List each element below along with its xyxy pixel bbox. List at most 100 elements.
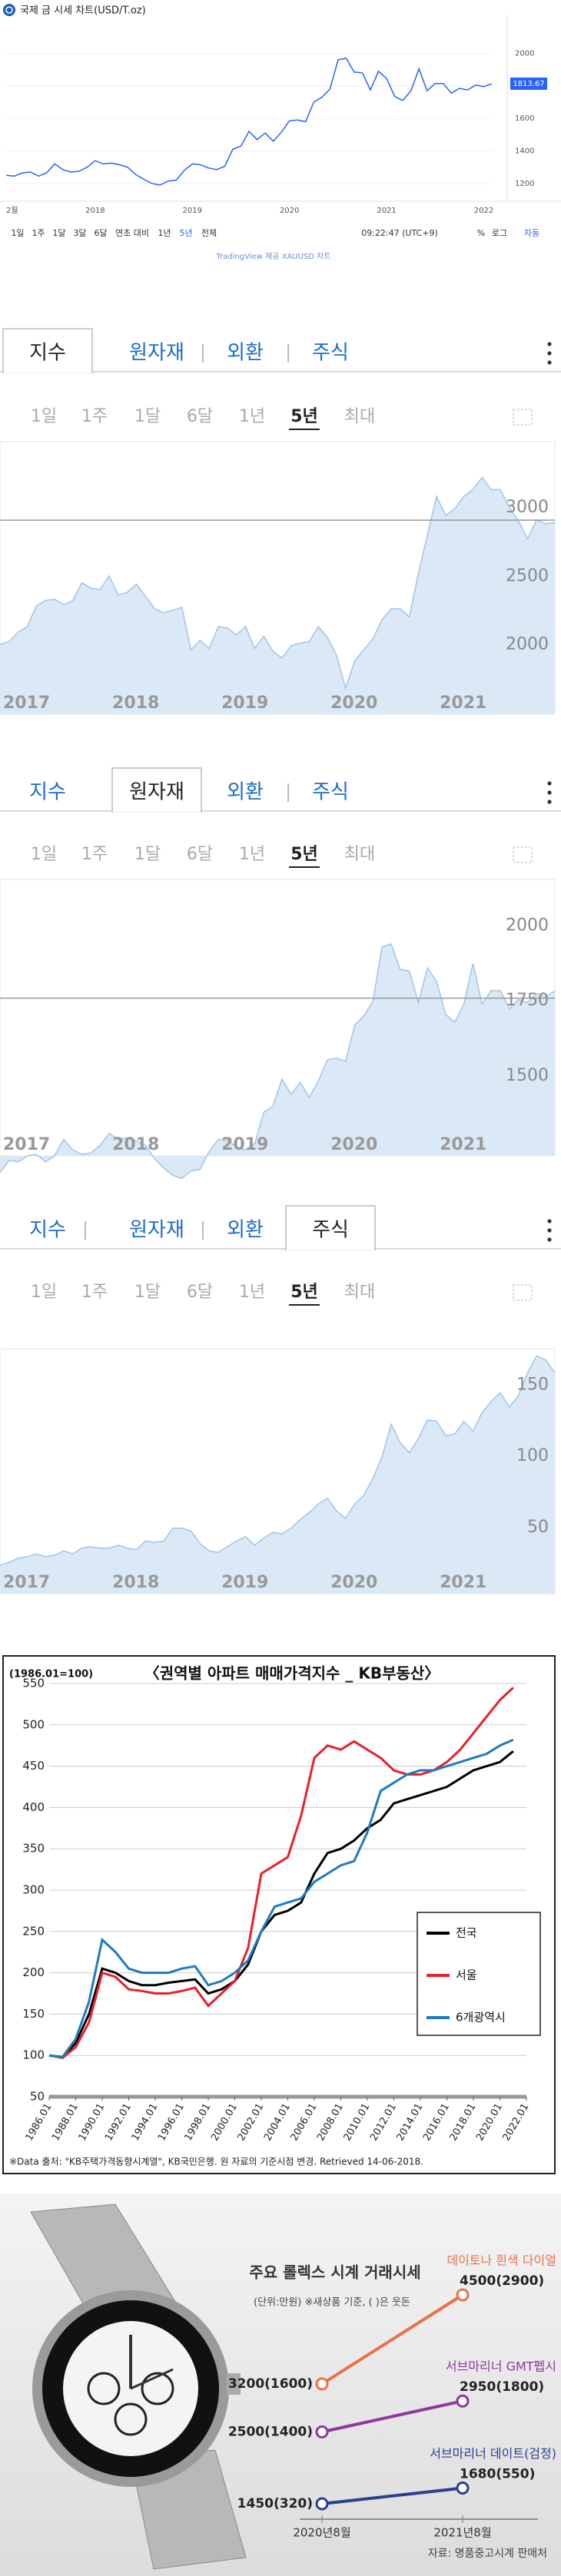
range-button[interactable]: 1일	[31, 407, 57, 426]
x-tick-label: 2020	[330, 694, 377, 713]
range-button[interactable]: 1일	[31, 845, 57, 864]
toolbar-item: 09:22:47 (UTC+9)	[361, 228, 438, 238]
range-button[interactable]: 6달	[187, 845, 213, 864]
point	[315, 2425, 329, 2439]
x-tick-label: 2019	[183, 207, 202, 215]
range-button[interactable]: 전체	[201, 228, 217, 238]
menu-dot	[547, 781, 552, 786]
range-button[interactable]: 1주	[81, 845, 108, 864]
series-label: 서브마리너 데이트(검정)	[430, 2446, 556, 2461]
tab[interactable]: 외환	[227, 781, 264, 804]
x-tick-label: 2018	[112, 1135, 159, 1154]
range-button[interactable]: 1달	[134, 1283, 161, 1302]
tab[interactable]: 주식	[312, 342, 349, 365]
toolbar-item[interactable]: 로그	[492, 228, 507, 238]
y-tick-label: 1750	[506, 991, 549, 1010]
range-button[interactable]: 1년	[239, 407, 265, 426]
logo	[3, 4, 15, 16]
menu-dot	[547, 360, 552, 365]
tab[interactable]: 지수	[29, 781, 66, 804]
x-tick-label: 2017	[3, 694, 50, 713]
range-button[interactable]: 1년	[239, 845, 265, 864]
range-button[interactable]: 최대	[344, 845, 375, 864]
range-button[interactable]: 5년	[290, 845, 318, 864]
range-button[interactable]: 6달	[187, 1283, 213, 1302]
y-tick-label: 550	[22, 1677, 45, 1690]
area-line	[0, 476, 556, 690]
range-button[interactable]: 1주	[81, 1283, 108, 1302]
range-button[interactable]: 1년	[239, 1283, 265, 1302]
tab[interactable]: 원자재	[129, 781, 184, 804]
y-tick-label: 450	[22, 1759, 45, 1773]
legend-label: 서울	[456, 1968, 477, 1982]
range-button[interactable]: 최대	[344, 407, 375, 426]
series-line	[48, 1738, 514, 2059]
range-button[interactable]: 5년	[290, 407, 318, 426]
toolbar-item[interactable]: %	[477, 228, 485, 238]
area-fill	[0, 477, 555, 714]
range-button[interactable]: 1달	[52, 228, 65, 238]
x-tick-label: 2월	[6, 206, 18, 215]
price-tag-label: 1813.67	[513, 80, 544, 88]
range-button[interactable]: 1일	[31, 1283, 57, 1302]
range-button[interactable]: 5년	[290, 1283, 318, 1302]
tab[interactable]: 원자재	[129, 342, 184, 365]
tab[interactable]: 주식	[312, 781, 349, 804]
tab[interactable]: 원자재	[129, 1219, 184, 1242]
tab[interactable]: 지수	[29, 342, 66, 365]
range-button[interactable]: 1일	[11, 227, 24, 238]
gold-widget-bg	[0, 0, 561, 269]
y-tick-label: 500	[22, 1717, 45, 1731]
tab[interactable]: 지수	[29, 1219, 66, 1242]
source-note: ※Data 출처: "KB주택가격동향시계열", KB국민은행. 원 자료의 기…	[9, 2156, 423, 2167]
x-tick-label: 2019	[221, 1573, 268, 1592]
menu-dot	[547, 800, 552, 804]
range-button[interactable]: 6달	[187, 407, 213, 426]
tab[interactable]: 주식	[312, 1219, 349, 1242]
series-label: 서브마리너 GMT펩시	[446, 2359, 556, 2374]
range-button[interactable]: 1달	[134, 845, 161, 864]
range-button[interactable]: 연초 대비	[115, 228, 149, 238]
range-button[interactable]: 3달	[73, 228, 86, 238]
range-button[interactable]: 1년	[158, 228, 171, 238]
x-tick-label: 2020	[330, 1573, 377, 1592]
x-tick-label: 2021	[440, 694, 486, 713]
slope-line	[321, 2486, 463, 2505]
menu-dot	[547, 351, 552, 356]
menu-dot	[547, 1219, 552, 1223]
chart-title: 〈권역별 아파트 매매가격지수 _ KB부동산〉	[144, 1664, 440, 1683]
tab[interactable]: 외환	[227, 342, 264, 365]
chart-title: 주요 롤렉스 시계 거래시세	[249, 2263, 420, 2282]
x-tick-label: 2018	[85, 207, 105, 215]
toolbar-item[interactable]: 자동	[524, 228, 539, 238]
area-fill	[0, 1356, 555, 1594]
chart-subtitle: (단위:만원) ※새상품 기준, ( )은 웃돈	[254, 2297, 410, 2309]
y-tick-label: 1600	[515, 114, 534, 123]
range-button[interactable]: 1주	[32, 228, 45, 238]
y-tick-label: 1500	[506, 1066, 549, 1085]
range-button[interactable]: 최대	[344, 1283, 375, 1302]
x-tick-label: 2021년8월	[433, 2526, 491, 2540]
x-tick-label: 2017	[3, 1573, 50, 1592]
point	[456, 2481, 470, 2495]
x-tick-label: 2020	[280, 207, 299, 215]
range-button[interactable]: 1주	[81, 407, 108, 426]
x-tick-label: 2018	[112, 1573, 159, 1592]
range-button[interactable]: 6달	[94, 228, 107, 238]
chart-title: 국제 금 시세 차트(USD/T.oz)	[20, 5, 146, 17]
point	[315, 2497, 329, 2511]
value-label: 4500(2900)	[460, 2273, 544, 2289]
y-tick-label: 1400	[515, 147, 534, 156]
area-fill	[0, 944, 555, 1179]
menu-dot	[547, 1228, 552, 1233]
series-line	[48, 1750, 514, 2058]
tab[interactable]: 외환	[227, 1219, 264, 1242]
logo-detail	[5, 6, 13, 14]
source-note: 자료: 명품중고시계 판매처	[428, 2548, 547, 2560]
slope-line	[321, 2399, 463, 2434]
range-button[interactable]: 1달	[134, 407, 161, 426]
menu-dot	[547, 790, 552, 795]
x-tick-label: 2022	[474, 207, 493, 215]
range-button[interactable]: 5년	[179, 228, 192, 238]
x-tick-label: 2017	[3, 1135, 50, 1154]
